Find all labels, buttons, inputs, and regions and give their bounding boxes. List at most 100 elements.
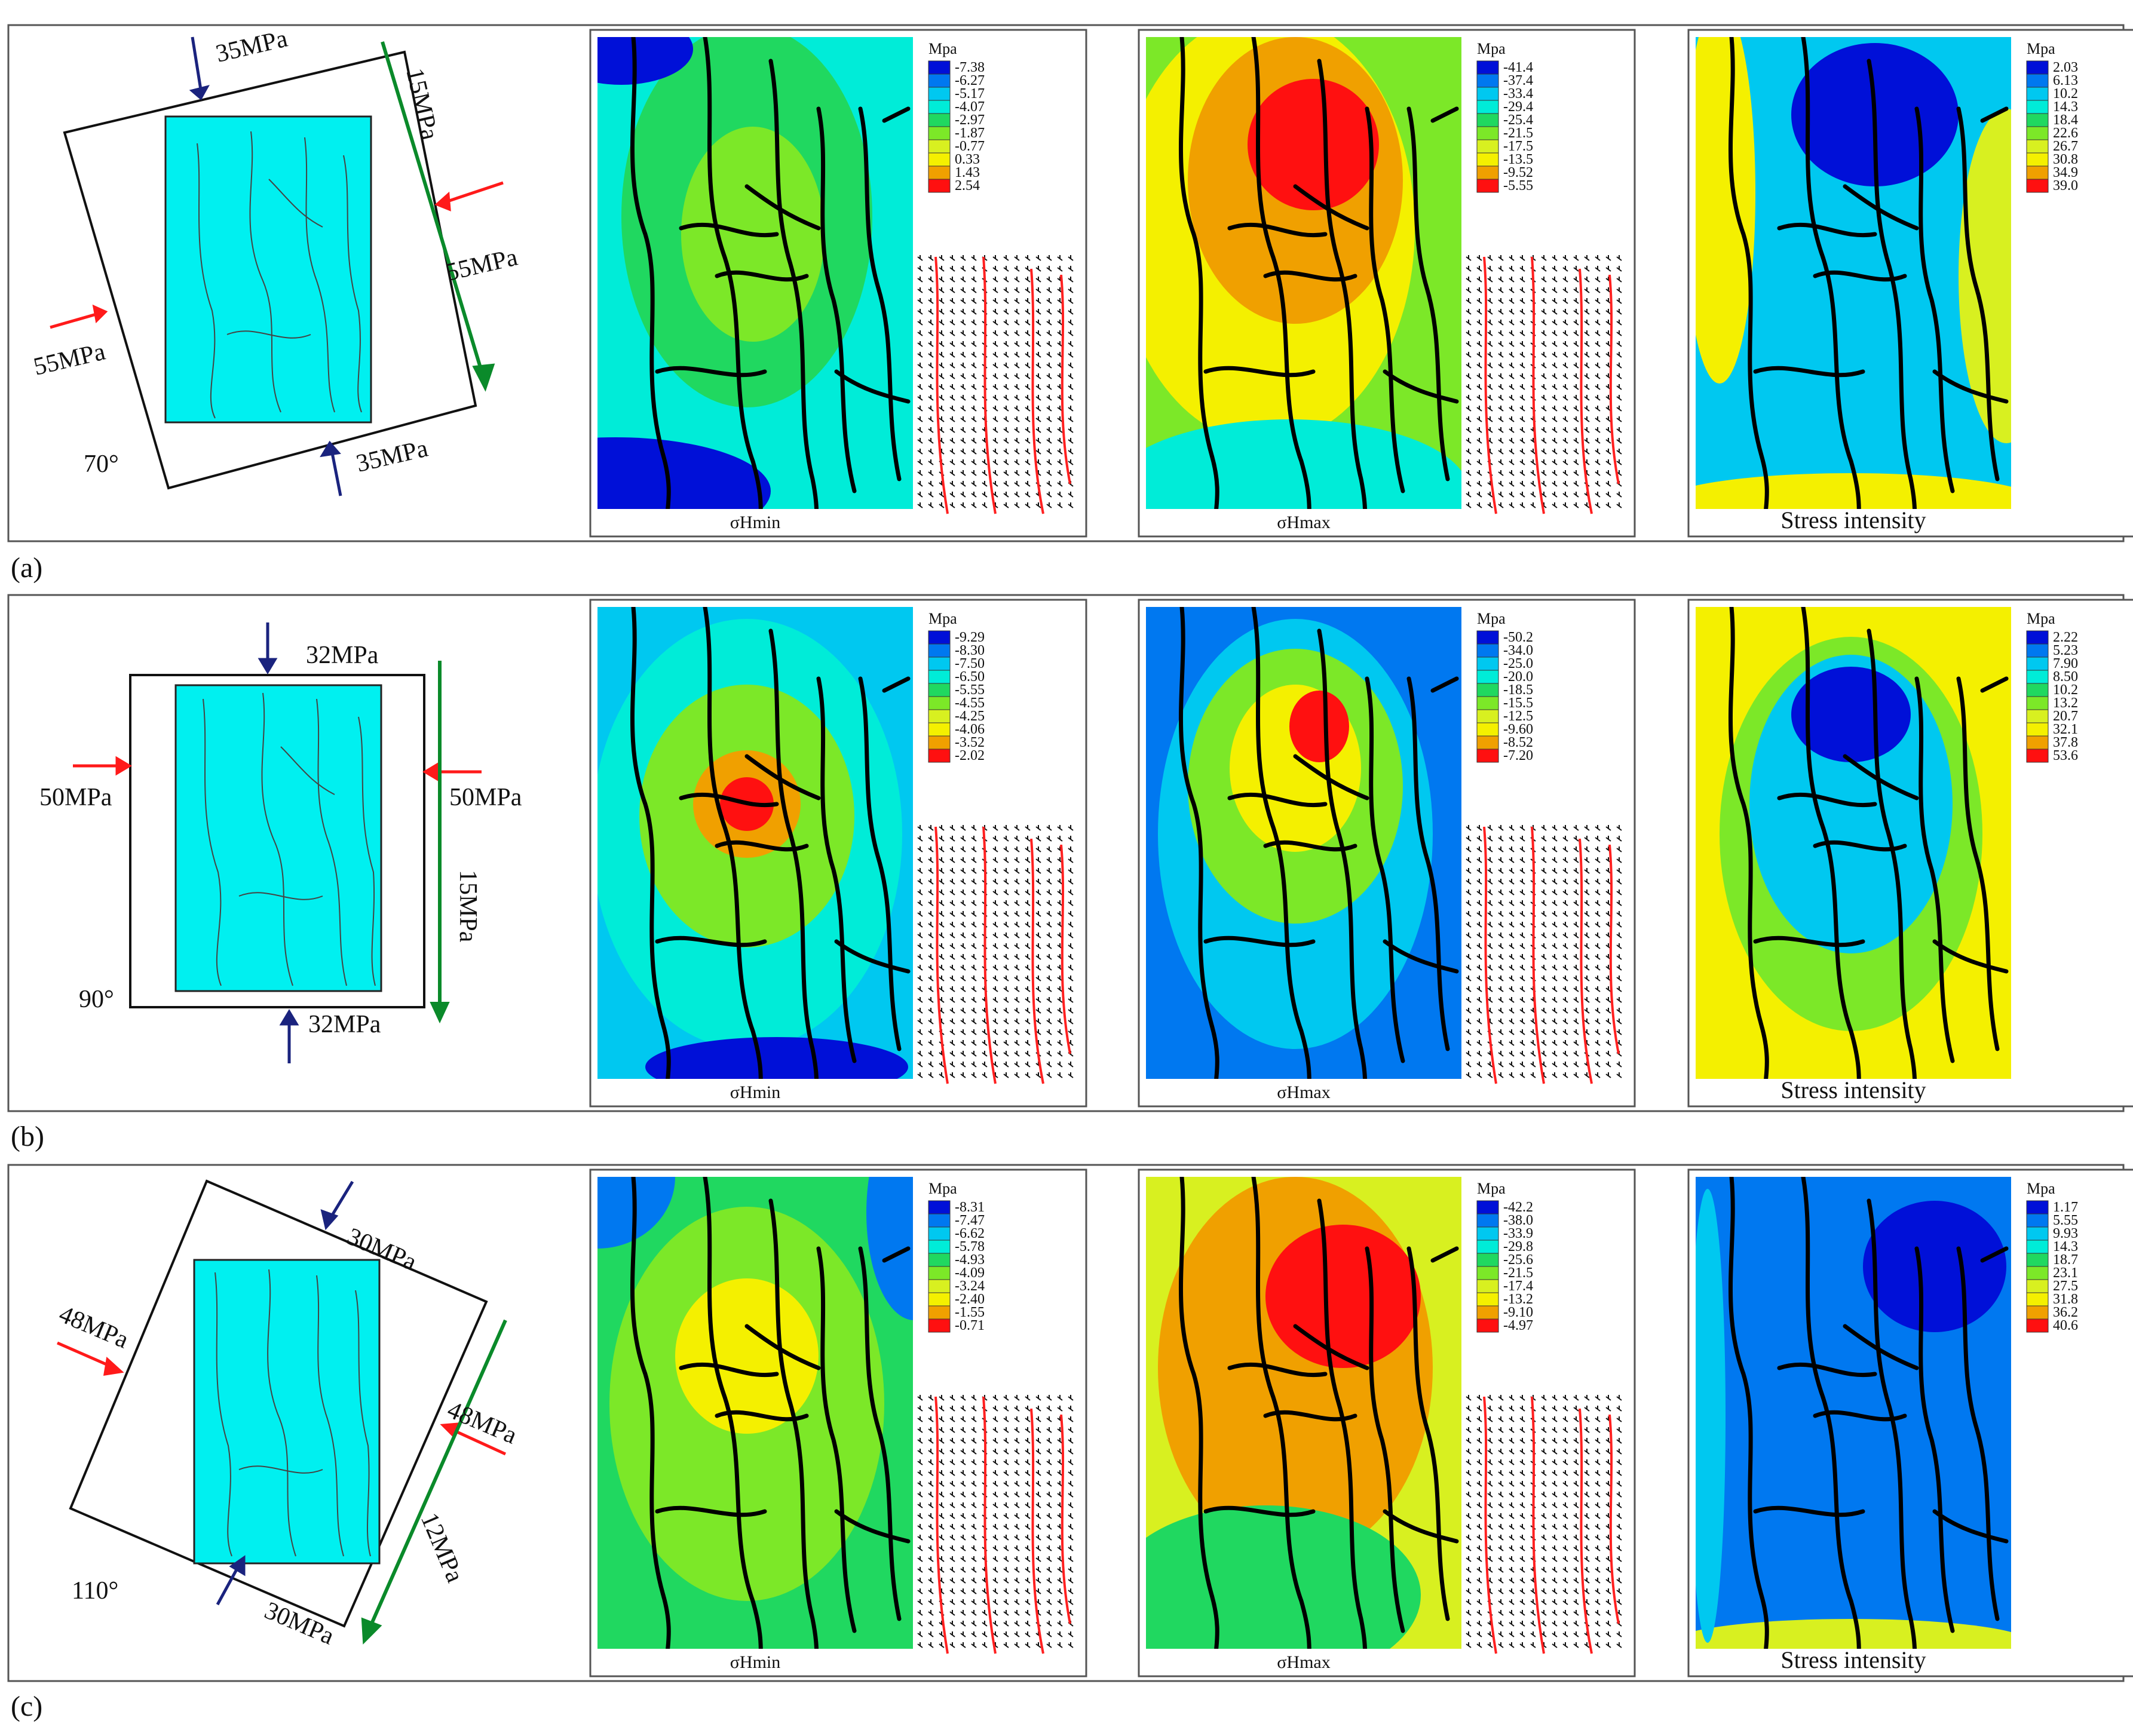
vector-tick [1003, 857, 1009, 863]
vector-tick [1530, 1040, 1536, 1046]
vector-tick [949, 492, 955, 498]
vector-tick [1035, 825, 1041, 831]
fault-line [858, 1246, 902, 1621]
vector-tick [917, 1599, 923, 1605]
vector-tick [939, 502, 945, 508]
vector-tick [1487, 298, 1493, 304]
fault-line [1263, 1410, 1357, 1422]
vector-tick [1595, 1556, 1601, 1562]
vector-tick [1605, 1631, 1611, 1637]
vector-tick [1509, 954, 1515, 960]
vector-tick [1466, 879, 1472, 885]
vector-tick [1562, 836, 1568, 842]
vector-tick [1487, 330, 1493, 336]
vector-tick [1003, 459, 1009, 465]
vector-tick [928, 900, 934, 906]
vector-tick [1616, 266, 1622, 272]
legend-swatch [928, 152, 951, 167]
vector-tick [917, 1481, 923, 1487]
vector-tick [928, 868, 934, 874]
vector-tick [1573, 976, 1579, 982]
vector-tick [1046, 427, 1052, 433]
model-domain [174, 684, 382, 992]
vector-tick [949, 1535, 955, 1541]
vector-tick [1541, 363, 1547, 369]
vector-tick [1046, 954, 1052, 960]
vector-tick [1498, 976, 1504, 982]
vector-tick [1584, 341, 1590, 347]
vector-tick [992, 965, 998, 971]
vector-tick [917, 890, 923, 895]
vector-tick [939, 427, 945, 433]
vector-tick [1476, 449, 1482, 455]
vector-tick [1595, 298, 1601, 304]
vector-tick [1466, 1578, 1472, 1584]
legend-label: 1.17 [2053, 1200, 2078, 1215]
vector-tick [1466, 1481, 1472, 1487]
vector-tick [1068, 384, 1074, 390]
vector-tick [1584, 976, 1590, 982]
vector-tick [1519, 395, 1525, 401]
vector-tick [1487, 1642, 1493, 1648]
vector-tick [1014, 502, 1020, 508]
contour-band [1265, 1225, 1421, 1368]
vector-tick [1035, 502, 1041, 508]
vector-tick [1057, 1459, 1063, 1465]
vector-tick [1616, 449, 1622, 455]
vector-tick [928, 1416, 934, 1422]
legend-label: -34.0 [1503, 643, 1533, 658]
vector-tick [939, 1406, 945, 1412]
vector-tick [971, 1631, 977, 1637]
vector-tick [1519, 1492, 1525, 1498]
vector-tick [1035, 1588, 1041, 1594]
shear-arrow-icon [361, 1319, 507, 1645]
vector-tick [1498, 1556, 1504, 1562]
vector-tick [1509, 406, 1515, 412]
vector-tick [1487, 502, 1493, 508]
legend-label: 14.3 [2053, 1239, 2078, 1255]
vector-tick [1509, 309, 1515, 315]
vector-tick [1552, 1524, 1558, 1530]
vector-tick [1562, 900, 1568, 906]
vector-tick [917, 438, 923, 444]
vector-tick [1003, 868, 1009, 874]
vector-tick [1616, 427, 1622, 433]
vector-tick [1584, 933, 1590, 938]
vector-tick [1035, 965, 1041, 971]
legend-label: 27.5 [2053, 1278, 2078, 1294]
vector-tick [1616, 438, 1622, 444]
fault-line [1406, 1246, 1450, 1621]
vector-tick [1595, 1051, 1601, 1057]
vector-tick [1025, 373, 1031, 379]
tension-arrow-icon [434, 181, 504, 211]
legend-label: -3.52 [955, 735, 985, 750]
legend-label: -2.02 [955, 748, 985, 763]
vector-tick [1025, 1631, 1031, 1637]
vector-tick [1476, 1535, 1482, 1541]
vector-tick [1616, 1524, 1622, 1530]
vector-tick [1498, 933, 1504, 938]
vector-tick [1487, 1567, 1493, 1573]
vector-tick [1466, 943, 1472, 949]
vector-tick [1541, 1567, 1547, 1573]
vector-tick [1035, 395, 1041, 401]
vector-tick [1552, 1492, 1558, 1498]
vector-tick [1509, 363, 1515, 369]
vector-tick [971, 846, 977, 852]
vector-tick [1541, 890, 1547, 895]
fault-line [655, 1505, 767, 1517]
vector-tick [1476, 384, 1482, 390]
vector-tick [1562, 1492, 1568, 1498]
vector-tick [917, 470, 923, 476]
vector-tick [1057, 1556, 1063, 1562]
vector-tick [917, 1535, 923, 1541]
vector-tick [917, 976, 923, 982]
vector-tick [960, 373, 966, 379]
legend-label: 13.2 [2053, 695, 2078, 711]
vector-tick [1573, 459, 1579, 465]
vector-tick [1562, 1416, 1568, 1422]
legend-swatch [2026, 1266, 2049, 1280]
shear-arrow-icon [430, 661, 450, 1024]
vector-tick [1573, 449, 1579, 455]
vector-tick [928, 287, 934, 293]
